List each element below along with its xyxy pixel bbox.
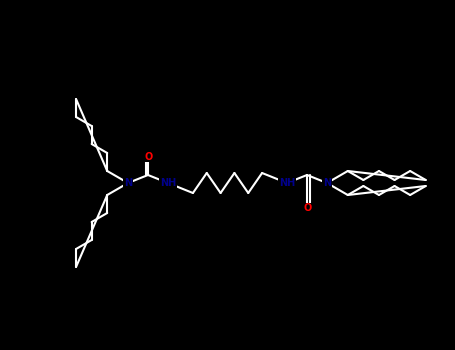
Text: O: O	[304, 203, 312, 213]
Text: N: N	[124, 178, 132, 188]
Text: NH: NH	[279, 178, 295, 188]
Text: O: O	[145, 152, 153, 162]
Text: NH: NH	[160, 178, 176, 188]
Text: N: N	[323, 178, 331, 188]
